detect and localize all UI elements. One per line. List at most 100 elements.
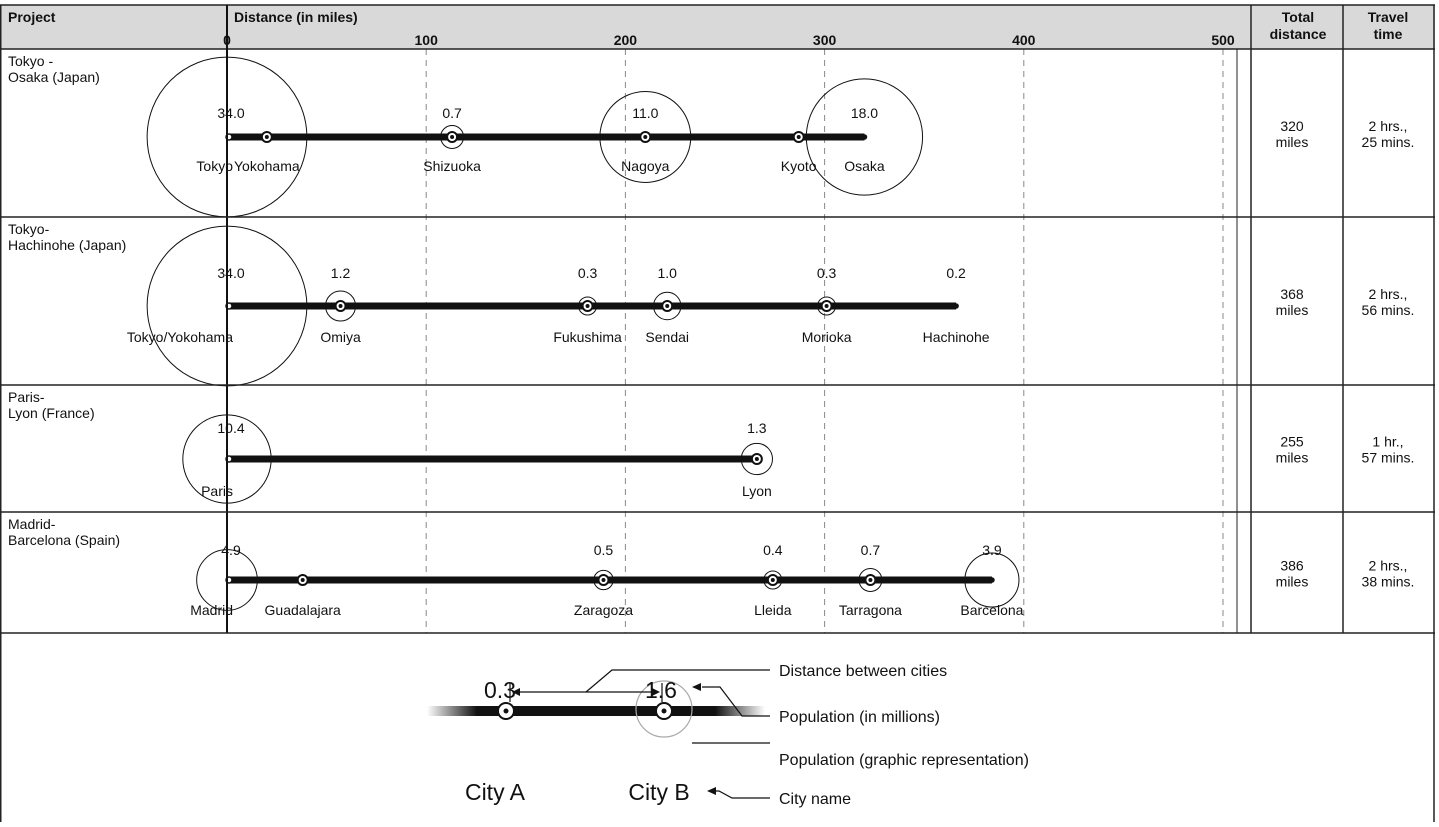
legend-leader-city [712,790,770,799]
legend-note-population: Population (in millions) [779,709,940,726]
route-name-line: Paris- [8,389,45,405]
total-distance-line: miles [1276,302,1309,318]
city-name-shizuoka: Shizuoka [423,158,481,174]
header-total-line1: Total [1282,9,1314,25]
city-dot-center-lyon [754,457,759,461]
city-name-morioka: Morioka [802,329,852,345]
population-label-madrid: 4.9 [221,542,241,558]
legend-distance-value: 0.3 [484,677,516,703]
population-label-tarragona: 0.7 [861,542,881,558]
travel-time-line: 2 hrs., [1369,558,1408,574]
city-dot-center-zaragoza [601,578,606,582]
city-name-lleida: Lleida [754,602,792,618]
legend-dist-arrowhead-left [512,688,520,696]
legend-city-b-center [661,708,667,714]
city-name-yokohama: Yokohama [234,158,300,174]
legend-city-a-label: City A [465,779,526,805]
city-dot-center-kyoto [796,135,801,139]
legend-line [476,706,716,716]
city-dot-center-yokohama [264,135,269,139]
legend-city-b-label: City B [628,779,689,805]
route-name-line: Osaka (Japan) [8,69,100,85]
city-dot-barcelona [989,577,995,583]
tick-label-500: 500 [1211,32,1235,48]
legend: 0.3 1.6 City A City B Distance between c… [427,663,1029,808]
city-name-hachinohe: Hachinohe [923,329,990,345]
route-name-line: Madrid- [8,516,56,532]
population-label-fukushima: 0.3 [578,265,598,281]
grid-layer [425,49,1224,633]
travel-time-line: 1 hr., [1372,434,1403,450]
city-dot-center-guadalajara [300,578,305,582]
city-name-tokyo-yokohama: Tokyo/Yokohama [127,329,233,345]
total-distance-line: 320 [1280,118,1304,134]
legend-note-graphic: Population (graphic representation) [779,752,1029,769]
city-dot-hachinohe [953,303,959,309]
legend-leader-distance [585,669,770,693]
city-dot-center-fukushima [585,304,590,308]
route-name-line: Barcelona (Spain) [8,532,120,548]
legend-line-fade-left [427,706,477,716]
city-name-tokyo: Tokyo [196,158,233,174]
city-dot-center-shizuoka [450,135,455,139]
legend-dist-arrowhead-right [652,688,660,696]
tick-label-100: 100 [415,32,439,48]
tick-label-400: 400 [1012,32,1036,48]
total-distance-line: miles [1276,450,1309,466]
population-label-nagoya: 11.0 [632,105,658,121]
city-name-barcelona: Barcelona [960,602,1023,618]
legend-leader-population [702,686,770,717]
total-distance-line: 255 [1280,434,1304,450]
population-label-shizuoka: 0.7 [442,105,462,121]
population-label-barcelona: 3.9 [982,542,1002,558]
route-name-line: Tokyo - [8,53,53,69]
population-label-osaka: 18.0 [851,105,878,121]
header-background [0,5,1435,49]
route-name-line: Lyon (France) [8,405,95,421]
axis-tick-labels: 0100200300400500 [223,32,1235,48]
table-frame [0,4,1435,822]
header-travel-line2: time [1374,26,1403,42]
city-dot-center-lleida [770,578,775,582]
city-name-guadalajara: Guadalajara [265,602,341,618]
route-name-line: Tokyo- [8,221,50,237]
population-label-tokyo-yokohama: 34.0 [217,265,244,281]
route-name-line: Hachinohe (Japan) [8,237,126,253]
city-name-nagoya: Nagoya [621,158,669,174]
legend-city-a-center [503,708,509,714]
travel-time-line: 57 mins. [1362,450,1415,466]
legend-note-city: City name [779,791,851,808]
tick-label-200: 200 [614,32,638,48]
travel-time-line: 38 mins. [1362,574,1415,590]
header-travel-line1: Travel [1368,9,1408,25]
population-label-morioka: 0.3 [817,265,837,281]
city-name-lyon: Lyon [742,483,772,499]
city-name-zaragoza: Zaragoza [574,602,633,618]
travel-time-line: 56 mins. [1362,302,1415,318]
population-label-omiya: 1.2 [331,265,351,281]
total-distance-line: 386 [1280,558,1304,574]
population-label-tokyo: 34.0 [217,105,244,121]
legend-line-fade-right [715,706,765,716]
population-label-sendai: 1.0 [657,265,677,281]
city-name-osaka: Osaka [844,158,885,174]
city-dot-center-nagoya [643,135,648,139]
legend-note-distance: Distance between cities [779,663,947,680]
population-label-paris: 10.4 [217,420,244,436]
legend-arrowhead-city [707,787,716,795]
header-project: Project [8,9,56,25]
city-name-fukushima: Fukushima [553,329,622,345]
total-distance-line: miles [1276,574,1309,590]
tick-label-300: 300 [813,32,837,48]
header-distance: Distance (in miles) [234,9,358,25]
total-distance-line: 368 [1280,286,1304,302]
city-name-sendai: Sendai [645,329,689,345]
legend-population-value: 1.6 [645,677,677,703]
total-distance-line: miles [1276,134,1309,150]
